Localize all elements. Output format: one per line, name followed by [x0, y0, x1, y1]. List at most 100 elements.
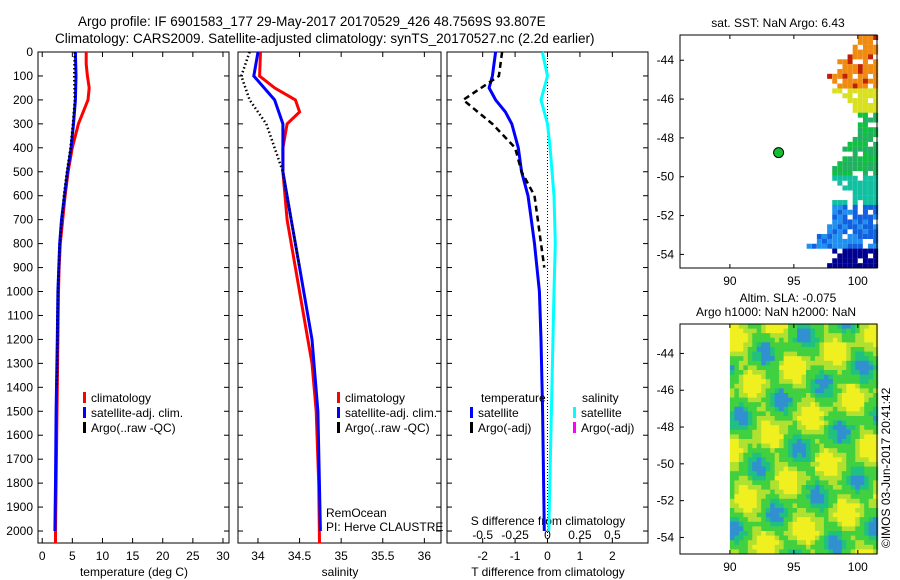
- sla-cell: [864, 540, 870, 546]
- sst-cell: [852, 49, 858, 55]
- sla-cell: [810, 406, 816, 412]
- sst-cell: [847, 170, 853, 176]
- sst-cell: [873, 214, 879, 220]
- sla-cell: [729, 374, 735, 380]
- sla-cell: [756, 489, 762, 495]
- sla-cell: [729, 397, 735, 403]
- sla-cell: [868, 429, 874, 435]
- sla-cell: [747, 512, 753, 518]
- sla-cell: [729, 544, 735, 550]
- sla-cell: [859, 402, 865, 408]
- sla-cell: [864, 521, 870, 527]
- sla-cell: [770, 374, 776, 380]
- sst-cell: [852, 200, 858, 206]
- sst-cell: [857, 39, 863, 45]
- sla-cell: [797, 535, 803, 541]
- sla-cell: [806, 402, 812, 408]
- sst-cell: [852, 78, 858, 84]
- sla-cell: [761, 508, 767, 513]
- sla-cell: [846, 383, 852, 389]
- sla-cell: [868, 535, 874, 541]
- sst-cell: [827, 73, 833, 79]
- sla-cell: [738, 351, 744, 357]
- sla-cell: [806, 434, 812, 440]
- pi-label: PI: Herve CLAUSTRE: [326, 520, 443, 534]
- sla-cell: [832, 411, 838, 417]
- sla-cell: [770, 503, 776, 509]
- sla-cell: [738, 406, 744, 412]
- sla-cell: [823, 397, 829, 403]
- sla-cell: [814, 531, 820, 536]
- sla-cell: [792, 498, 798, 504]
- sla-cell: [828, 328, 834, 334]
- sst-cell: [868, 200, 874, 206]
- sla-cell: [752, 324, 758, 329]
- sla-cell: [743, 457, 749, 463]
- sla-cell: [819, 512, 825, 518]
- sla-cell: [734, 397, 740, 403]
- sla-cell: [770, 498, 776, 504]
- sla-cell: [743, 521, 749, 527]
- sla-cell: [734, 374, 740, 380]
- sla-cell: [770, 531, 776, 536]
- sla-cell: [837, 383, 843, 389]
- sst-title: sat. SST: NaN Argo: 6.43: [711, 16, 845, 30]
- sla-cell: [859, 549, 865, 555]
- temperature-legend-swatch: [83, 422, 86, 433]
- sla-cell: [761, 544, 767, 550]
- sla-cell: [770, 411, 776, 417]
- sla-cell: [850, 540, 856, 546]
- sla-cell: [810, 521, 816, 527]
- sla-cell: [756, 457, 762, 463]
- sla-cell: [747, 425, 753, 431]
- sst-cell: [842, 93, 848, 99]
- sst-cell: [862, 175, 868, 181]
- sla-cell: [783, 540, 789, 546]
- sst-cell: [862, 190, 868, 196]
- sla-cell: [734, 406, 740, 412]
- sla-cell: [792, 411, 798, 417]
- sla-cell: [859, 379, 865, 385]
- sla-cell: [729, 333, 735, 339]
- sla-cell: [801, 439, 807, 444]
- sst-cell: [837, 224, 843, 230]
- sst-cell: [842, 214, 848, 220]
- sla-cell: [868, 503, 874, 509]
- sla-cell: [868, 342, 874, 348]
- sla-cell: [770, 448, 776, 454]
- sla-cell: [823, 388, 829, 394]
- sst-cell: [842, 185, 848, 191]
- sla-cell: [747, 420, 753, 426]
- sla-cell: [801, 420, 807, 426]
- sla-cell: [792, 462, 798, 467]
- sla-cell: [770, 457, 776, 463]
- sla-cell: [761, 360, 767, 366]
- sla-cell: [801, 443, 807, 449]
- t-difference-axis-tick-label: 1: [577, 549, 584, 563]
- sla-cell: [832, 365, 838, 371]
- sst-cell: [857, 238, 863, 244]
- sla-cell: [788, 462, 794, 467]
- salinity-diff-legend-item: Argo(-adj): [581, 421, 634, 435]
- sla-cell: [855, 379, 861, 385]
- sst-cell: [862, 39, 868, 45]
- sla-cell: [729, 379, 735, 385]
- sla-cell: [770, 347, 776, 352]
- sla-cell: [846, 374, 852, 380]
- sst-cell: [842, 68, 848, 74]
- sla-cell: [859, 370, 865, 375]
- sla-cell: [801, 429, 807, 435]
- sla-cell: [765, 397, 771, 403]
- sla-cell: [788, 439, 794, 444]
- sla-cell: [738, 397, 744, 403]
- sla-cell: [765, 540, 771, 546]
- sla-cell: [841, 347, 847, 352]
- sst-cell: [832, 204, 838, 210]
- sla-cell: [797, 420, 803, 426]
- sla-cell: [864, 494, 870, 500]
- sla-cell: [770, 494, 776, 500]
- sla-cell: [729, 324, 735, 329]
- sla-cell: [743, 540, 749, 546]
- sst-cell: [847, 175, 853, 181]
- sla-cell: [788, 388, 794, 394]
